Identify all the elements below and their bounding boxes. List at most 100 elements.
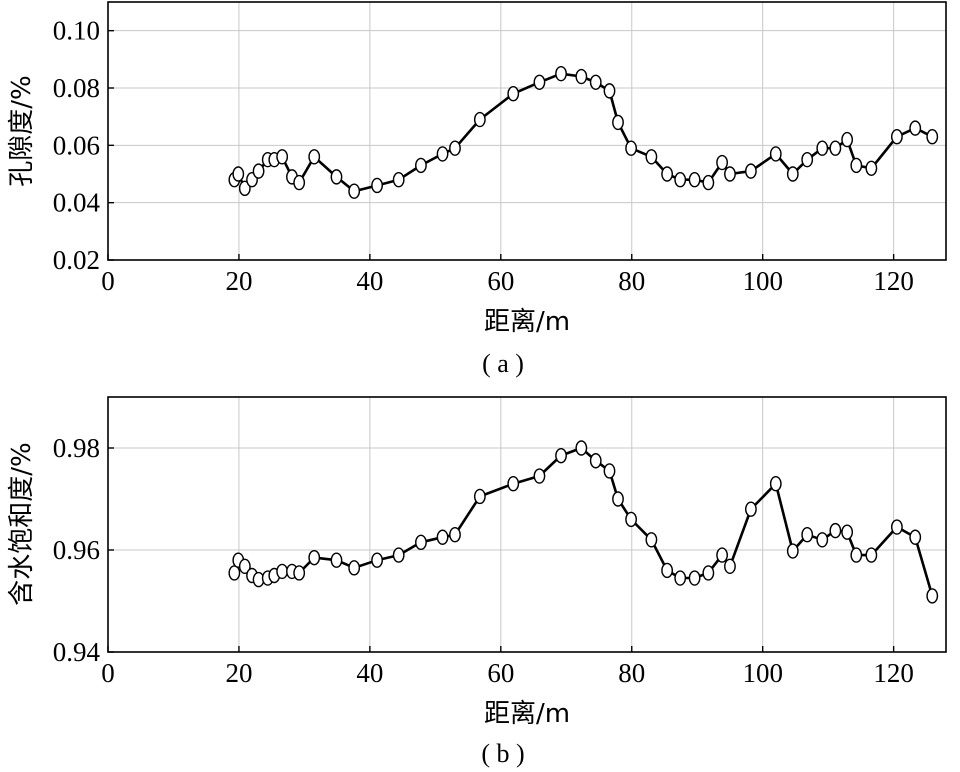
panel-a-xtick-label: 60	[487, 266, 514, 296]
panel-b-data-point	[348, 560, 361, 576]
panel-a-ylabel: 孔隙度/%	[7, 75, 37, 186]
panel-a-xlabel: 距离/m	[484, 307, 570, 337]
panel-b-data-point	[769, 476, 782, 492]
panel-b-xtick-label: 20	[225, 658, 252, 688]
panel-a-data-point	[603, 83, 616, 99]
panel-b-data-point	[575, 440, 588, 456]
panel-b-data-point	[625, 511, 637, 528]
panel-b-data-point	[716, 547, 728, 563]
panel-a-data-point	[625, 140, 637, 156]
panel-a-data-point	[293, 174, 306, 191]
panel-a-data-point	[890, 129, 903, 145]
panel-a-data-point	[507, 86, 520, 102]
panel-a-data-point	[612, 114, 624, 131]
panel-b-data-point	[786, 543, 799, 559]
panel-b-data-point	[926, 588, 939, 604]
panel-a-data-point	[850, 157, 863, 174]
panel-b-data-point	[308, 549, 321, 566]
panel-b-markers	[228, 440, 939, 604]
panel-b-data-point	[371, 552, 383, 568]
panel-a-data-point	[724, 166, 736, 182]
panel-a-data-point	[330, 169, 343, 185]
panel-b-data-point	[415, 534, 427, 551]
panel-a-ytick-label: 0.10	[53, 16, 100, 46]
panel-b-data-point	[392, 547, 405, 563]
panel-a-porosity-chart: 0 20 40 60 80 100 120 0.02 0.04 0.06 0.08 0.10 距离/m…	[7, 1, 947, 378]
panel-b-data-point	[603, 463, 616, 479]
panel-b-label: ( b )	[481, 739, 524, 768]
panel-b-xtick-label: 40	[356, 658, 383, 688]
panel-a-data-point	[232, 166, 245, 182]
panel-a-ticks: 0 20 40 60 80 100 120 0.02 0.04 0.06 0.08 0.10	[53, 16, 914, 296]
panel-b-ylabel: 含水饱和度/%	[7, 442, 37, 605]
panel-b-xtick-label: 120	[873, 658, 914, 688]
panel-b-series	[233, 446, 934, 597]
panel-a-markers	[228, 65, 939, 199]
panel-b-ytick-label: 0.94	[53, 637, 101, 667]
panel-a-data-point	[829, 140, 842, 156]
panel-a-data-point	[238, 180, 251, 197]
panel-b-data-point	[724, 558, 736, 575]
panel-b-data-point	[555, 447, 567, 464]
panel-a-data-point	[816, 140, 829, 156]
panel-a-plot-area	[107, 1, 947, 261]
panel-a-grid	[108, 2, 946, 260]
panel-a-series	[233, 72, 933, 193]
panel-a-data-point	[716, 154, 728, 171]
panel-a-data-point	[555, 65, 567, 82]
panel-a-data-point	[702, 174, 715, 191]
panel-b-ticks: 0 20 40 60 80 100 120 0.94 0.96 0.98	[53, 433, 914, 688]
panel-b-water-saturation-chart: 0 20 40 60 80 100 120 0.94 0.96 0.98 距离/m 含水饱和度/%…	[7, 396, 947, 768]
panel-b-series-line	[233, 446, 934, 597]
panel-a-data-point	[575, 68, 588, 85]
panel-a-ytick-label: 0.04	[53, 188, 101, 218]
panel-a-data-point	[865, 160, 878, 176]
panel-a-data-point	[661, 166, 674, 182]
panel-a-data-point	[415, 157, 427, 174]
panel-a-data-point	[436, 146, 449, 162]
panel-b-data-point	[702, 565, 715, 581]
panel-a-data-point	[909, 120, 922, 136]
panel-a-data-point	[252, 163, 265, 179]
panel-b-data-point	[909, 529, 922, 545]
panel-a-data-point	[276, 149, 289, 165]
panel-a-data-point	[473, 111, 486, 128]
panel-a-data-point	[841, 131, 854, 148]
panel-a-xtick-label: 80	[618, 266, 645, 296]
panel-a-data-point	[645, 149, 658, 165]
panel-b-data-point	[293, 565, 306, 581]
panel-b-plot-area	[107, 396, 947, 653]
panel-b-xtick-label: 100	[742, 658, 783, 688]
panel-b-data-point	[674, 570, 687, 586]
panel-a-xtick-label: 20	[225, 266, 252, 296]
panel-b-data-point	[688, 570, 701, 586]
panel-b-data-point	[865, 547, 878, 563]
panel-a-xtick-label: 100	[742, 266, 783, 296]
panel-a-xtick-label: 40	[356, 266, 383, 296]
panel-a-ytick-label: 0.02	[53, 245, 100, 275]
panel-b-grid	[108, 397, 946, 652]
panel-a-data-point	[769, 146, 782, 162]
panel-b-data-point	[890, 519, 903, 535]
panel-b-data-point	[276, 563, 289, 580]
panel-b-data-point	[449, 527, 461, 543]
panel-b-ytick-label: 0.98	[53, 433, 100, 463]
panel-b-xtick-label: 0	[101, 658, 115, 688]
panel-b-data-point	[589, 453, 602, 469]
panel-a-data-point	[308, 149, 321, 165]
panel-a-series-line	[233, 72, 933, 193]
panel-a-data-point	[801, 151, 814, 168]
panel-b-data-point	[850, 547, 863, 563]
panel-a-data-point	[371, 177, 383, 194]
panel-a-data-point	[674, 172, 687, 188]
panel-b-data-point	[801, 527, 814, 543]
panel-b-data-point	[330, 552, 343, 568]
panel-a-data-point	[745, 163, 757, 179]
panel-a-xtick-label: 120	[873, 266, 914, 296]
panel-a-xtick-label: 0	[101, 266, 115, 296]
panel-a-data-point	[348, 183, 361, 199]
panel-a-data-point	[589, 74, 602, 90]
panel-b-data-point	[816, 532, 829, 548]
panel-b-data-point	[612, 491, 624, 507]
